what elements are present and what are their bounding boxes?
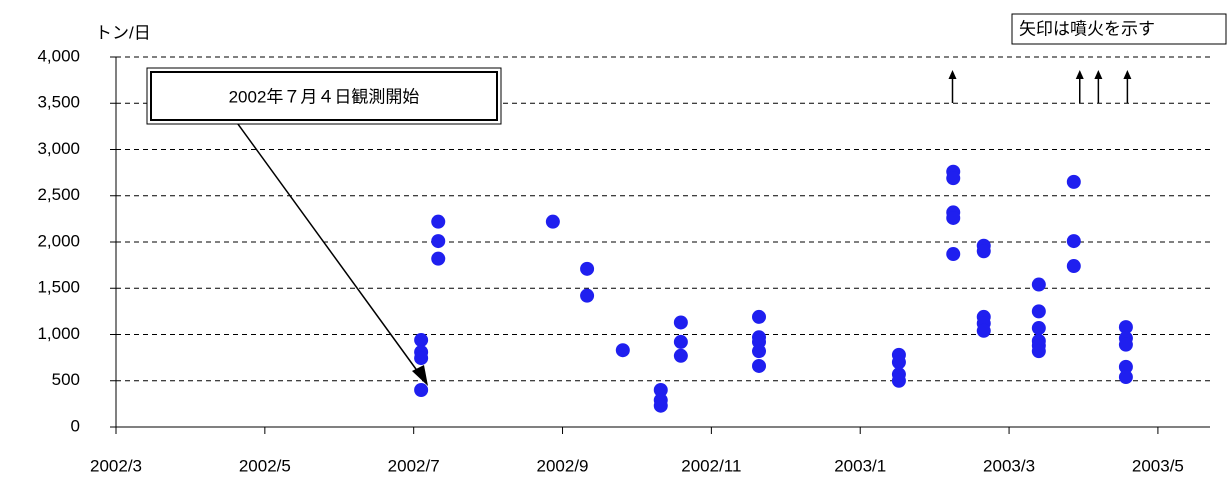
eruption-arrow bbox=[1123, 70, 1132, 103]
point bbox=[414, 351, 429, 366]
x-tick-label: 2002/5 bbox=[239, 456, 291, 475]
eruption-head bbox=[1075, 70, 1084, 79]
point bbox=[976, 244, 991, 259]
point bbox=[414, 383, 429, 397]
point bbox=[673, 348, 688, 363]
point bbox=[615, 343, 630, 358]
point bbox=[976, 323, 991, 338]
point bbox=[431, 234, 446, 249]
x-tick-label: 2003/3 bbox=[983, 456, 1035, 475]
x-tick-label: 2002/9 bbox=[537, 456, 589, 475]
annotation: 2002年７月４日観測開始 bbox=[229, 87, 420, 106]
point bbox=[946, 210, 961, 225]
y-tick-label: 500 bbox=[52, 370, 80, 389]
point bbox=[891, 355, 906, 370]
eruption-arrow bbox=[1075, 70, 1084, 103]
point bbox=[580, 261, 595, 276]
point bbox=[1031, 277, 1046, 292]
point bbox=[431, 251, 446, 266]
point bbox=[673, 334, 688, 349]
point bbox=[653, 383, 668, 397]
note: 矢印は噴火を示す bbox=[1019, 19, 1155, 38]
eruption-arrow bbox=[948, 70, 957, 103]
point bbox=[946, 247, 961, 262]
y-tick-label: 0 bbox=[71, 416, 80, 435]
y-tick-label: 2,000 bbox=[37, 231, 80, 250]
point bbox=[1118, 359, 1133, 374]
point bbox=[653, 398, 668, 413]
point bbox=[1031, 304, 1046, 319]
point bbox=[1118, 320, 1133, 335]
x-tick-label: 2002/7 bbox=[388, 456, 440, 475]
y-tick-label: 4,000 bbox=[37, 46, 80, 65]
point bbox=[1031, 344, 1046, 359]
y-tick-label: 1,000 bbox=[37, 324, 80, 343]
y-tick-label: 2,500 bbox=[37, 185, 80, 204]
point bbox=[752, 344, 767, 359]
annotation-box bbox=[146, 67, 502, 125]
eruption-head bbox=[1123, 70, 1132, 79]
y-tick-label: 3,500 bbox=[37, 93, 80, 112]
point bbox=[1031, 321, 1046, 336]
point bbox=[1066, 174, 1081, 189]
eruption-arrow bbox=[1094, 70, 1103, 103]
y-axis-label: トン/日 bbox=[95, 23, 151, 42]
point bbox=[752, 309, 767, 324]
x-tick-label: 2003/5 bbox=[1132, 456, 1184, 475]
note-box bbox=[1011, 13, 1227, 45]
y-tick-label: 1,500 bbox=[37, 278, 80, 297]
x-tick-label: 2002/3 bbox=[90, 456, 142, 475]
annotation-arrowhead bbox=[412, 365, 428, 386]
point bbox=[673, 315, 688, 330]
point bbox=[1118, 337, 1133, 352]
point bbox=[946, 171, 961, 186]
x-tick-label: 2002/11 bbox=[681, 456, 741, 475]
eruption-head bbox=[1094, 70, 1103, 79]
point bbox=[1066, 234, 1081, 249]
point bbox=[545, 214, 560, 229]
point bbox=[1066, 259, 1081, 274]
point bbox=[1118, 370, 1133, 385]
point bbox=[580, 288, 595, 303]
plot bbox=[116, 56, 1210, 413]
annotation-arrow bbox=[234, 119, 422, 377]
y-tick-label: 3,000 bbox=[37, 139, 80, 158]
point bbox=[414, 333, 429, 348]
x-tick-label: 2003/1 bbox=[834, 456, 886, 475]
point bbox=[891, 373, 906, 388]
point bbox=[431, 214, 446, 229]
eruption-head bbox=[948, 70, 957, 79]
point bbox=[752, 358, 767, 373]
annotation-box-inner bbox=[150, 71, 498, 121]
